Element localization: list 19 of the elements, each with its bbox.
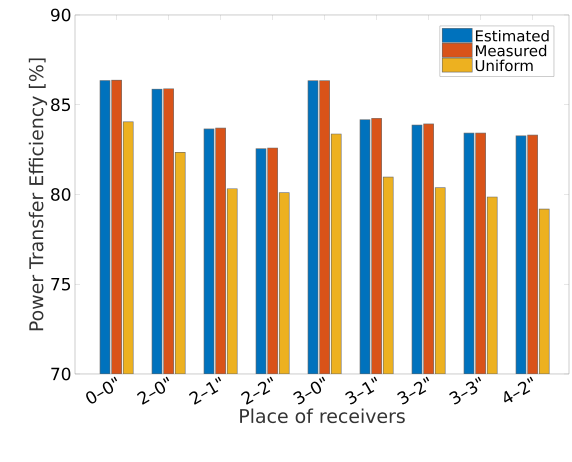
legend-label: Uniform: [476, 60, 533, 72]
x-tick-label: 2–0": [136, 376, 170, 405]
y-axis-title: Power Transfer Efficiency [%]: [28, 58, 48, 330]
x-tick-label: 0–0": [86, 376, 118, 404]
y-tick-label: 75: [51, 278, 70, 291]
x-tick-label: 3–1": [345, 376, 378, 404]
y-tick-label: 85: [51, 98, 70, 112]
x-tick-label: 3–2": [397, 376, 430, 404]
x-tick-label: 4–2": [504, 376, 534, 402]
x-axis-title: Place of receivers: [240, 408, 405, 424]
legend-label: Estimated: [476, 30, 549, 42]
legend-label: Measured: [476, 44, 546, 56]
x-tick-label: 3–0": [293, 376, 326, 404]
x-tick-label: 3–3": [449, 376, 482, 404]
y-tick-label: 80: [51, 188, 70, 201]
x-tick-label: 2–2": [240, 376, 274, 405]
x-tick-label: 2–1": [188, 376, 222, 405]
y-tick-label: 70: [51, 368, 70, 380]
y-tick-label: 90: [51, 8, 70, 22]
